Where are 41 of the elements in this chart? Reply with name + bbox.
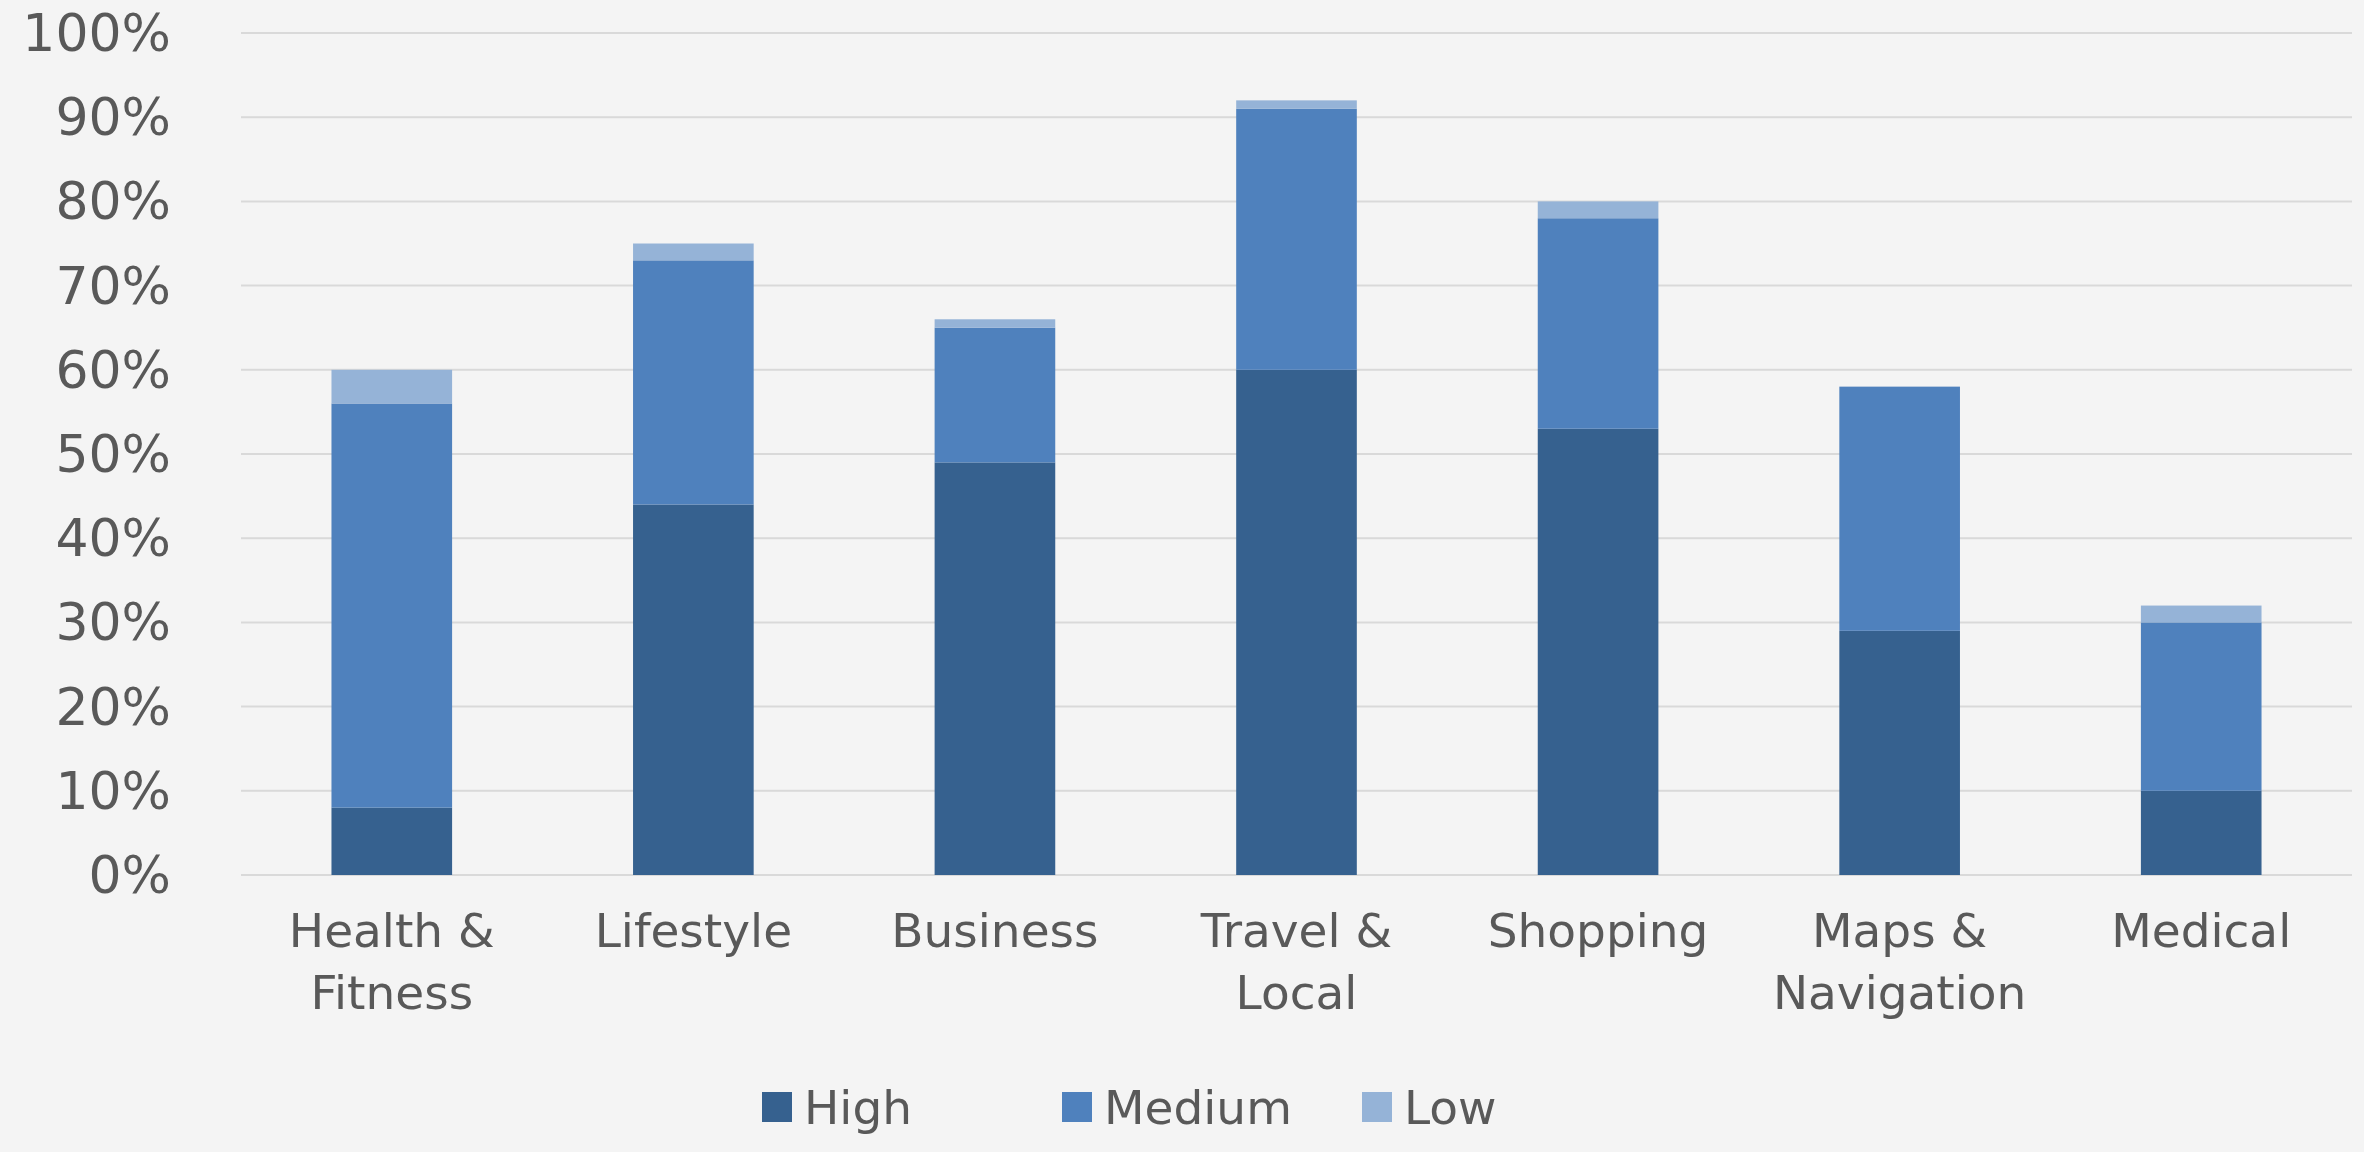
bar [1537,428,1659,875]
x-tick-label: Shopping [1487,903,1709,958]
y-tick-label: 50% [55,424,171,484]
bar [633,504,754,875]
bar [1537,201,1659,219]
y-tick-label: 90% [55,87,171,148]
bar [2140,622,2262,791]
bar [934,327,1056,463]
y-tick-label: 0% [88,845,171,905]
x-tick-label: Medical [2111,903,2292,958]
bar [1839,630,1960,875]
y-tick-label: 60% [55,339,171,400]
bar [2140,605,2262,623]
bar [331,369,453,404]
bar [1236,108,1357,370]
y-tick-label: 30% [55,592,171,653]
legend-label: High [804,1079,913,1135]
bar [934,462,1056,875]
bar [2140,790,2262,875]
bar [1236,100,1357,109]
bar [331,403,453,808]
bar [1236,369,1357,875]
y-tick-label: 40% [55,508,171,569]
y-tick-label: 100% [22,3,171,63]
bar [331,807,453,875]
bar [934,319,1056,328]
x-tick-label: Travel & Local [1199,903,1393,1020]
y-tick-label: 80% [55,171,171,232]
y-tick-label: 70% [55,255,171,316]
bar [633,243,754,261]
x-tick-label: Maps & Navigation [1772,903,2027,1020]
x-tick-label: Health & Fitness [288,903,495,1020]
y-tick-label: 10% [55,760,171,821]
y-tick-label: 20% [55,676,171,737]
legend-label: Medium [1104,1079,1292,1135]
x-tick-label: Business [891,903,1099,958]
bar [633,260,754,505]
legend-label: Low [1404,1079,1497,1135]
bar [1537,218,1659,429]
x-tick-label: Lifestyle [594,903,793,958]
bar [1839,386,1960,631]
